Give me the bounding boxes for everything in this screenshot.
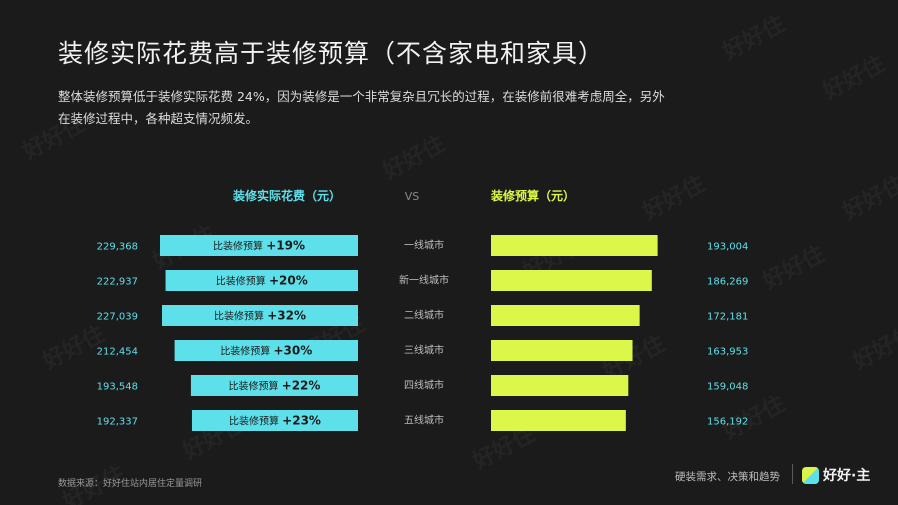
bar-label-diff-3: 比装修预算 +30% — [220, 344, 312, 358]
vs-label: VS — [405, 190, 420, 203]
bar-actual-4 — [190, 375, 358, 396]
bar-actual-5 — [191, 410, 358, 431]
haohaozhu-logo-icon — [802, 466, 819, 484]
value-label-budget-5: 156,192 — [707, 417, 748, 428]
series-header-actual: 装修实际花费（元） — [232, 188, 341, 203]
bar-budget-4 — [491, 375, 629, 396]
bar-label-prefix-0: 比装修预算 — [213, 240, 266, 253]
bar-budget-2 — [491, 305, 640, 326]
bar-label-diff-1: 比装修预算 +20% — [216, 274, 308, 288]
bar-label-pct-4: +22% — [282, 379, 321, 393]
series-header-budget: 装修预算（元） — [490, 188, 575, 203]
bar-label-prefix-5: 比装修预算 — [229, 415, 282, 428]
bar-label-diff-2: 比装修预算 +32% — [214, 309, 306, 323]
bar-label-prefix-4: 比装修预算 — [228, 380, 281, 393]
category-label-0: 一线城市 — [404, 239, 444, 252]
bar-label-prefix-2: 比装修预算 — [214, 310, 267, 323]
description: 整体装修预算低于装修实际花费 24%，因为装修是一个非常复杂且冗长的过程，在装修… — [58, 86, 758, 130]
value-label-budget-3: 163,953 — [707, 347, 748, 358]
value-label-budget-0: 193,004 — [707, 242, 748, 253]
page-title: 装修实际花费高于装修预算（不含家电和家具） — [58, 39, 605, 68]
bar-label-pct-5: +23% — [282, 414, 321, 428]
brand-logo-text: 好好·主 — [823, 468, 871, 484]
value-label-budget-2: 172,181 — [707, 312, 748, 323]
description-line-2: 在装修过程中，各种超支情况频发。 — [58, 111, 259, 126]
value-label-actual-1: 222,937 — [97, 277, 138, 288]
bar-budget-1 — [491, 270, 652, 291]
category-label-5: 五线城市 — [404, 414, 444, 427]
bar-label-diff-0: 比装修预算 +19% — [213, 239, 305, 253]
bar-label-prefix-1: 比装修预算 — [216, 275, 269, 288]
bar-actual-2 — [162, 305, 358, 326]
bar-label-pct-0: +19% — [266, 239, 305, 253]
category-label-4: 四线城市 — [404, 379, 444, 392]
description-line-1: 整体装修预算低于装修实际花费 24%，因为装修是一个非常复杂且冗长的过程，在装修… — [58, 89, 665, 104]
bar-actual-1 — [165, 270, 358, 291]
value-label-actual-4: 193,548 — [97, 382, 138, 393]
brand-logo: 好好·主 — [802, 465, 870, 485]
footer-divider — [792, 464, 793, 484]
bar-actual-3 — [174, 340, 358, 361]
value-label-budget-4: 159,048 — [707, 382, 748, 393]
bar-budget-3 — [491, 340, 633, 361]
bar-label-diff-5: 比装修预算 +23% — [229, 414, 321, 428]
bar-label-pct-1: +20% — [269, 274, 308, 288]
value-label-actual-3: 212,454 — [97, 347, 138, 358]
report-tagline: 硬装需求、决策和趋势 — [675, 471, 780, 483]
value-label-actual-0: 229,368 — [97, 242, 138, 253]
bar-label-prefix-3: 比装修预算 — [220, 345, 273, 358]
value-label-budget-1: 186,269 — [707, 277, 748, 288]
bar-label-pct-2: +32% — [267, 309, 306, 323]
data-source-note: 数据来源：好好住站内居住定量调研 — [58, 479, 203, 489]
bar-budget-0 — [491, 235, 658, 256]
bar-actual-0 — [160, 235, 358, 256]
value-label-actual-5: 192,337 — [97, 417, 138, 428]
category-label-3: 三线城市 — [404, 344, 444, 357]
bar-label-diff-4: 比装修预算 +22% — [228, 379, 320, 393]
category-label-2: 二线城市 — [404, 309, 444, 322]
value-label-actual-2: 227,039 — [97, 312, 138, 323]
category-label-1: 新一线城市 — [399, 274, 449, 287]
bar-budget-5 — [491, 410, 626, 431]
bar-label-pct-3: +30% — [274, 344, 313, 358]
